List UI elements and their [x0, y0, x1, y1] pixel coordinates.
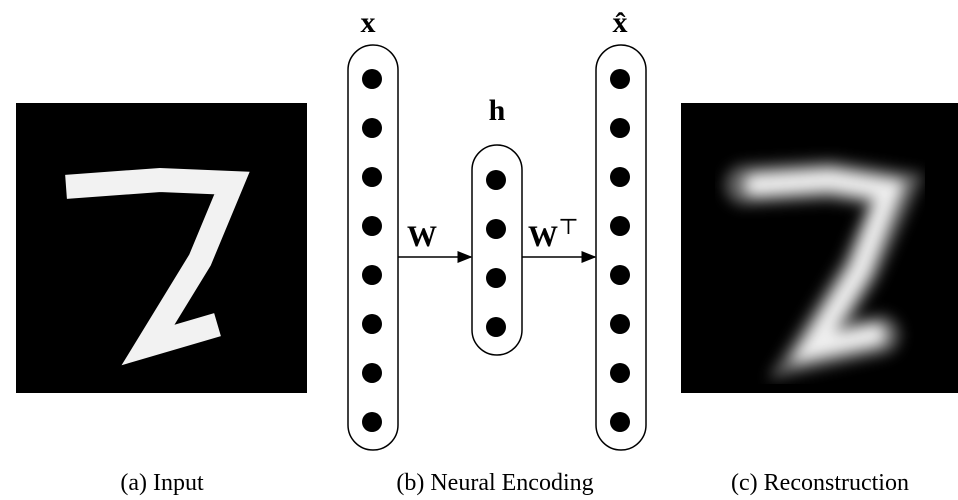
layer-label: h [489, 94, 506, 127]
caption: (c) Reconstruction [731, 470, 909, 496]
node [362, 363, 382, 383]
node [486, 219, 506, 239]
layer-label: x [361, 6, 376, 39]
figure: x h x̂ W W⊤ (a) Input (b) Neural Encodin… [0, 0, 958, 500]
node [362, 69, 382, 89]
caption: (b) Neural Encoding [396, 470, 593, 496]
layer-label: x̂ [613, 6, 628, 39]
node [486, 268, 506, 288]
caption: (a) Input [120, 470, 204, 496]
input-image [16, 103, 307, 393]
reconstruction-image [681, 103, 958, 393]
node [362, 265, 382, 285]
node [362, 216, 382, 236]
node [610, 265, 630, 285]
weight-label: W⊤ [528, 214, 579, 253]
node [610, 314, 630, 334]
weight-label: W [407, 220, 437, 253]
node [486, 317, 506, 337]
node [610, 216, 630, 236]
node [610, 118, 630, 138]
node [610, 69, 630, 89]
node [362, 412, 382, 432]
node [610, 167, 630, 187]
input-layer [348, 45, 398, 450]
node [486, 170, 506, 190]
weight-base: W [528, 220, 558, 253]
node [362, 314, 382, 334]
node [610, 412, 630, 432]
output-layer [596, 45, 646, 450]
node [610, 363, 630, 383]
node [362, 167, 382, 187]
node [362, 118, 382, 138]
weight-superscript: ⊤ [558, 214, 579, 239]
